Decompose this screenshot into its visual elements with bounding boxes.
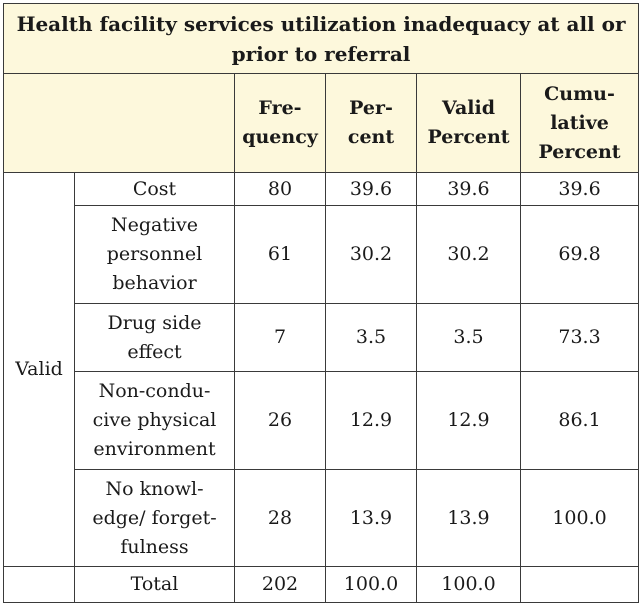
table-row: No knowl- edge/ forget- fulness 28 13.9 … xyxy=(4,469,640,567)
header-text: Percent xyxy=(538,140,621,163)
header-text: quency xyxy=(242,126,318,148)
group-label: Valid xyxy=(3,172,75,567)
cell-cumulative-percent: 86.1 xyxy=(519,371,640,470)
table-row: Non-condu- cive physical environment 26 … xyxy=(4,371,640,470)
cell-frequency: 7 xyxy=(234,303,326,372)
cell-valid-percent: 13.9 xyxy=(416,469,521,567)
row-label-text: cive physical xyxy=(92,409,217,431)
cell-frequency: 26 xyxy=(234,371,326,470)
header-text: Percent xyxy=(427,126,510,148)
header-text: cent xyxy=(347,126,395,148)
cell-percent: 39.6 xyxy=(325,172,417,206)
cell-valid-percent: 39.6 xyxy=(416,172,521,206)
cell-frequency: 80 xyxy=(234,172,326,206)
row-label-text: Drug side xyxy=(107,311,202,334)
header-text: Fre- xyxy=(258,97,302,119)
row-label: Negative personnel behavior xyxy=(74,205,235,304)
row-label-text: Total xyxy=(130,573,179,595)
table-row: Valid Cost 80 39.6 39.6 39.6 xyxy=(3,172,640,567)
table-row: Negative personnel behavior 61 30.2 30.2… xyxy=(4,205,640,304)
cell-percent: 30.2 xyxy=(325,205,417,304)
row-label-text: edge/ forget- xyxy=(92,506,217,529)
cell-valid-percent: 12.9 xyxy=(416,371,521,470)
cell-valid-percent: 100.0 xyxy=(416,566,521,603)
cell-percent: 13.9 xyxy=(325,469,417,567)
table-title: Health facility services utilization ina… xyxy=(2,3,640,74)
cell-percent: 12.9 xyxy=(325,371,417,470)
cell-frequency: 202 xyxy=(234,566,326,603)
row-label-text: No knowl- xyxy=(105,477,204,500)
row-label: Cost xyxy=(74,172,235,206)
row-label-text: behavior xyxy=(112,272,197,294)
table-title-line: prior to referral xyxy=(231,41,411,66)
cell-frequency: 28 xyxy=(234,469,326,567)
cell-percent: 3.5 xyxy=(325,303,417,372)
cell-cumulative-percent: 39.6 xyxy=(519,172,640,206)
header-percent: Per- cent xyxy=(325,73,417,173)
row-label: Non-condu- cive physical environment xyxy=(74,371,235,470)
row-label-text: environment xyxy=(93,438,216,460)
cell-cumulative-percent: 69.8 xyxy=(519,205,640,304)
row-label: Total xyxy=(74,566,235,603)
row-label-text: Non-condu- xyxy=(98,380,211,402)
header-text: Cumu- xyxy=(544,82,615,105)
cell-percent: 100.0 xyxy=(325,566,417,603)
total-blank xyxy=(3,566,75,603)
cell-cumulative-percent xyxy=(519,566,640,603)
cell-cumulative-percent: 100.0 xyxy=(519,469,640,567)
header-cumulative-percent: Cumu- lative Percent xyxy=(519,73,640,173)
row-label-text: Cost xyxy=(132,177,177,200)
row-label: No knowl- edge/ forget- fulness xyxy=(74,469,235,567)
header-valid-percent: Valid Percent xyxy=(416,73,521,173)
cell-frequency: 61 xyxy=(234,205,326,304)
row-label-text: effect xyxy=(127,340,182,363)
table-row-total: Total 202 100.0 100.0 xyxy=(3,566,640,603)
row-label-text: personnel xyxy=(106,243,203,265)
row-label-text: fulness xyxy=(120,535,189,558)
header-text: Valid xyxy=(441,97,496,119)
row-label: Drug side effect xyxy=(74,303,235,372)
table-title-line: Health facility services utilization ina… xyxy=(16,11,626,36)
table-row: Drug side effect 7 3.5 3.5 73.3 xyxy=(4,303,640,372)
header-text: Per- xyxy=(349,97,393,119)
cell-cumulative-percent: 73.3 xyxy=(519,303,640,372)
header-blank xyxy=(3,73,235,173)
cell-valid-percent: 30.2 xyxy=(416,205,521,304)
row-label-text: Negative xyxy=(110,214,199,236)
cell-valid-percent: 3.5 xyxy=(416,303,521,372)
utilization-table: Health facility services utilization ina… xyxy=(2,3,640,603)
header-text: lative xyxy=(550,111,609,134)
header-frequency: Fre- quency xyxy=(234,73,326,173)
